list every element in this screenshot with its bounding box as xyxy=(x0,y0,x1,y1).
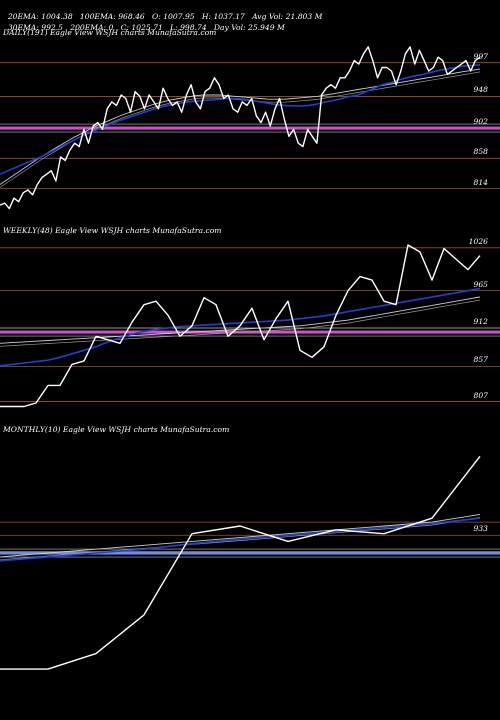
stat-avg-vol: Avg Vol: 21.803 M xyxy=(252,12,323,21)
weekly-ema-slow-line xyxy=(0,296,481,344)
daily-y-tick-label: 814 xyxy=(473,177,489,187)
stat-low: L: 998.74 xyxy=(170,23,207,32)
stat-ema200: 200EMA: 0 xyxy=(70,23,114,32)
weekly-ema-slow-shadow-line xyxy=(0,299,481,347)
stat-ema20: 20EMA: 1004.38 xyxy=(7,12,73,21)
daily-y-tick-label: 948 xyxy=(473,85,489,95)
daily-y-tick-label: 902 xyxy=(473,117,489,127)
weekly-y-tick-label: 1026 xyxy=(468,236,488,246)
weekly-y-tick-label: 857 xyxy=(473,355,489,365)
weekly-y-tick-label: 965 xyxy=(473,279,489,289)
weekly-highlight-band xyxy=(0,330,500,334)
weekly-price-line xyxy=(0,244,481,408)
daily-panel-title: DAILY(191) Eagle View WSJH charts Munafa… xyxy=(3,28,217,37)
weekly-y-tick-label: 912 xyxy=(473,316,489,326)
daily-y-tick-label: 858 xyxy=(473,147,489,157)
monthly-ema-slow-shadow-line xyxy=(0,517,481,561)
monthly-ema-fast-line xyxy=(0,517,481,562)
daily-ema-slow-line xyxy=(0,68,481,185)
daily-price-line xyxy=(0,46,481,210)
stat-ema30: 30EMA: 992.5 xyxy=(7,23,64,32)
weekly-panel-title: WEEKLY(48) Eagle View WSJH charts Munafa… xyxy=(3,226,222,235)
stat-close: C: 1025.71 xyxy=(120,23,163,32)
stat-high: H: 1037.17 xyxy=(201,12,245,21)
stat-open: O: 1007.95 xyxy=(152,12,195,21)
daily-ema-slow-shadow-line xyxy=(0,71,481,188)
monthly-panel-title: MONTHLY(10) Eagle View WSJH charts Munaf… xyxy=(3,425,230,434)
monthly-y-tick-label: 933 xyxy=(473,524,489,534)
daily-ema-fast-line xyxy=(0,64,481,175)
stat-day-vol: Day Vol: 25.949 M xyxy=(213,23,285,32)
monthly-highlight-band xyxy=(0,551,500,555)
weekly-y-tick-label: 807 xyxy=(473,390,489,400)
stat-ema100: 100EMA: 968.46 xyxy=(79,12,145,21)
monthly-price-line xyxy=(0,455,481,670)
monthly-ema-slow-line xyxy=(0,513,481,558)
weekly-ema-fast-line xyxy=(0,287,481,367)
daily-y-tick-label: 997 xyxy=(473,51,489,61)
daily-highlight-band xyxy=(0,126,500,130)
